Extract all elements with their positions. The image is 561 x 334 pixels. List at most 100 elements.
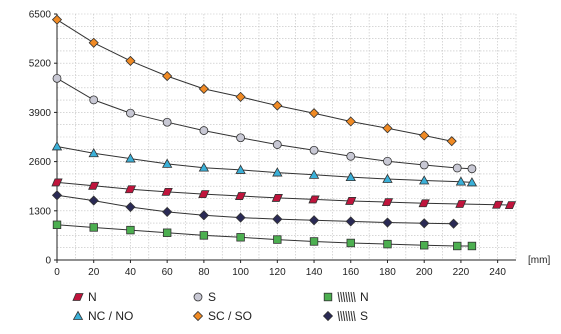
data-point	[455, 200, 467, 208]
data-point	[504, 201, 517, 210]
data-point	[199, 231, 209, 240]
data-point	[161, 158, 173, 168]
data-point	[346, 151, 356, 161]
series-1	[51, 141, 478, 187]
series-3	[51, 14, 457, 147]
data-point	[419, 175, 430, 185]
data-point	[88, 37, 99, 48]
data-point	[345, 197, 357, 205]
legend-marker	[193, 292, 203, 302]
data-point	[492, 200, 504, 209]
series-2	[52, 73, 477, 174]
data-point	[382, 173, 393, 183]
data-point	[382, 217, 393, 228]
data-point	[198, 83, 209, 95]
data-point	[52, 73, 62, 83]
chart-legend: N S NNC / NO SC / SO S	[72, 290, 369, 323]
data-point	[124, 185, 137, 194]
legend-label: S	[208, 290, 216, 304]
legend-marker	[192, 310, 204, 322]
y-tick-label: 6500	[29, 10, 52, 21]
x-tick-label: 240	[489, 267, 506, 278]
data-point	[162, 117, 172, 127]
data-point	[273, 235, 282, 244]
data-point	[271, 194, 283, 202]
data-point	[126, 108, 135, 118]
data-point	[89, 95, 99, 105]
data-point	[345, 216, 356, 227]
data-point	[88, 181, 100, 190]
spring-glyph-icon	[337, 291, 356, 303]
data-point	[455, 176, 467, 186]
data-point	[235, 164, 246, 174]
data-point	[235, 91, 246, 102]
data-point	[453, 241, 462, 251]
data-point	[52, 220, 62, 230]
data-point	[88, 195, 99, 206]
data-point	[89, 223, 98, 232]
spring-glyph-icon	[337, 310, 356, 322]
data-point	[419, 160, 429, 170]
data-point	[418, 199, 430, 208]
data-point	[236, 133, 246, 143]
data-point	[162, 206, 173, 218]
chart-series	[51, 14, 517, 251]
data-point	[272, 140, 282, 149]
legend-item: SC / SO	[192, 309, 252, 323]
series-line	[56, 194, 454, 225]
data-point	[235, 212, 246, 223]
data-point	[309, 237, 319, 246]
y-tick-label: 3900	[29, 108, 52, 119]
legend-marker	[323, 292, 333, 302]
data-point	[382, 123, 393, 134]
x-tick-label: 200	[416, 267, 433, 278]
legend-label: SC / SO	[208, 309, 252, 323]
data-point	[419, 241, 429, 250]
legend-marker	[322, 310, 334, 322]
data-point	[162, 71, 173, 82]
data-point	[448, 218, 459, 229]
y-tick-label: 0	[45, 256, 51, 267]
x-tick-label: 160	[342, 267, 359, 278]
data-point	[381, 198, 394, 206]
data-point	[125, 55, 136, 66]
legend-marker	[72, 293, 84, 301]
y-tick-label: 2600	[29, 157, 52, 168]
data-point	[272, 100, 283, 111]
series-4	[52, 220, 477, 251]
legend-item: S	[322, 309, 368, 323]
series-0	[51, 178, 517, 210]
legend-item: S	[193, 290, 216, 304]
y-tick-label: 5200	[29, 59, 52, 70]
data-point	[345, 171, 356, 182]
data-point	[446, 136, 457, 147]
x-tick-label: 180	[379, 267, 396, 278]
chart-tick-labels: 0 1300 2600 3900 5200 6500 0 20 40 60 80 100 120 140 1…	[29, 10, 507, 279]
legend-label: S	[360, 309, 368, 323]
y-tick-label: 1300	[29, 206, 52, 217]
data-point	[198, 162, 210, 172]
legend-item: NC / NO	[72, 309, 133, 323]
data-point	[236, 233, 245, 242]
data-point	[161, 187, 173, 196]
data-point	[198, 210, 209, 221]
data-point	[88, 147, 99, 158]
legend-label: N	[360, 290, 369, 304]
legend-marker	[72, 310, 84, 320]
legend-item: N	[323, 290, 369, 304]
data-point	[162, 228, 172, 237]
series-5	[51, 190, 459, 229]
x-tick-label: 220	[453, 267, 470, 278]
data-point	[345, 116, 356, 127]
series-line	[56, 19, 452, 142]
chart-axes	[54, 13, 516, 263]
x-tick-label: 120	[269, 267, 286, 278]
data-point	[272, 214, 283, 225]
legend-label: N	[88, 290, 97, 304]
x-axis-unit-label: [mm]	[528, 255, 550, 266]
series-line	[56, 146, 472, 183]
legend-item: N	[72, 290, 97, 304]
data-point	[419, 130, 430, 141]
data-point	[467, 241, 477, 251]
